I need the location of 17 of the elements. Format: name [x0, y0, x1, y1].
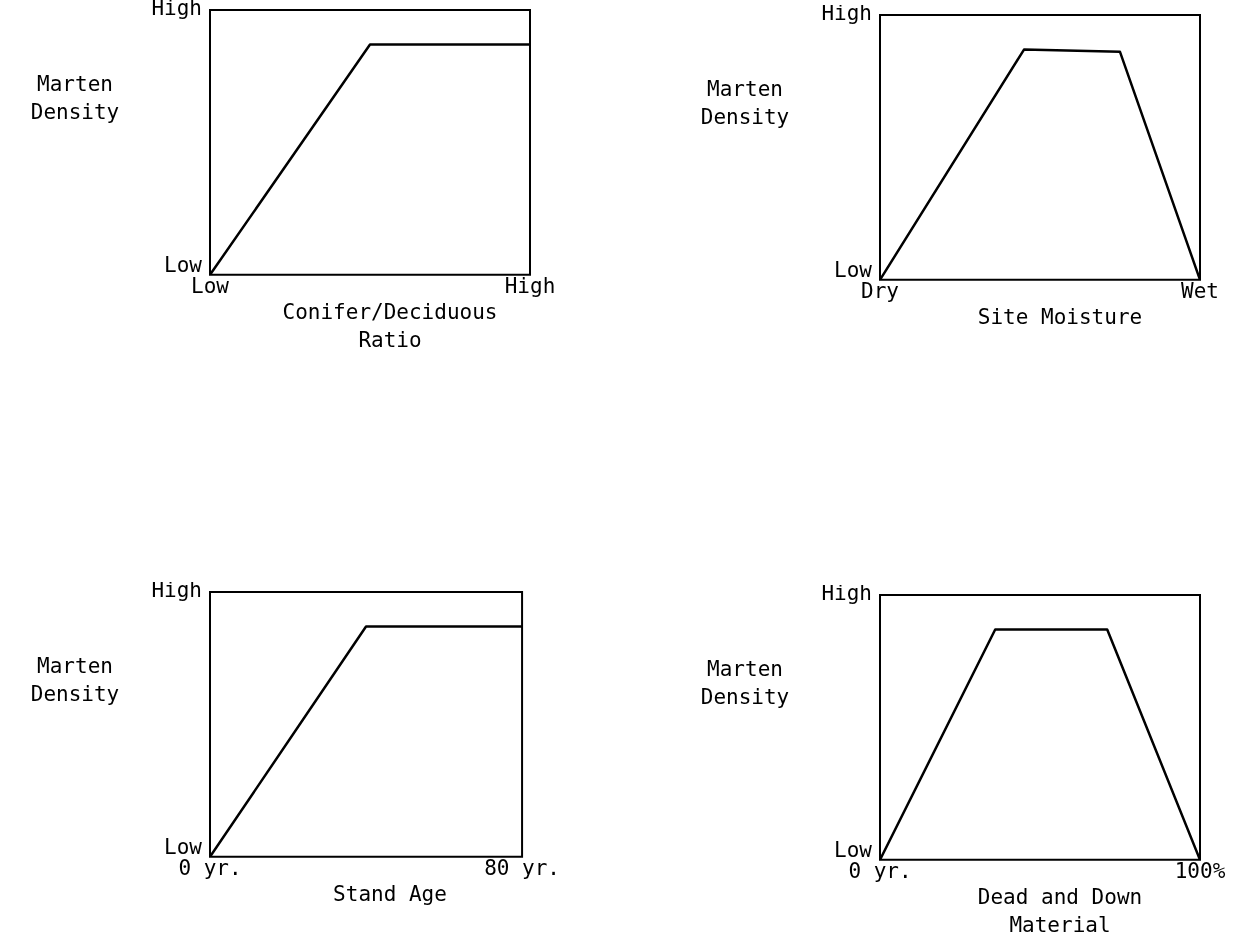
text: High	[151, 0, 202, 21]
x-axis-title: Site Moisture	[976, 304, 1144, 331]
x-axis-title: Stand Age	[332, 881, 448, 908]
x-axis-title: Conifer/Deciduous Ratio	[281, 299, 499, 354]
x-tick-label: Wet	[1181, 278, 1219, 303]
text: High	[151, 578, 202, 603]
x-axis-title: Dead and Down Material	[976, 884, 1144, 939]
y-axis-title: Marten Density	[29, 71, 121, 126]
y-axis-title: Marten Density	[29, 653, 121, 708]
y-axis-title: Marten Density	[699, 656, 791, 711]
x-tick-label: 80 yr.	[484, 855, 560, 880]
text: High	[821, 1, 872, 26]
x-tick-label: High	[504, 273, 556, 298]
x-tick-label: 100%	[1174, 858, 1226, 883]
text: High	[821, 581, 872, 606]
y-axis-title: Marten Density	[699, 76, 791, 131]
x-tick-label: Dry	[861, 278, 899, 303]
